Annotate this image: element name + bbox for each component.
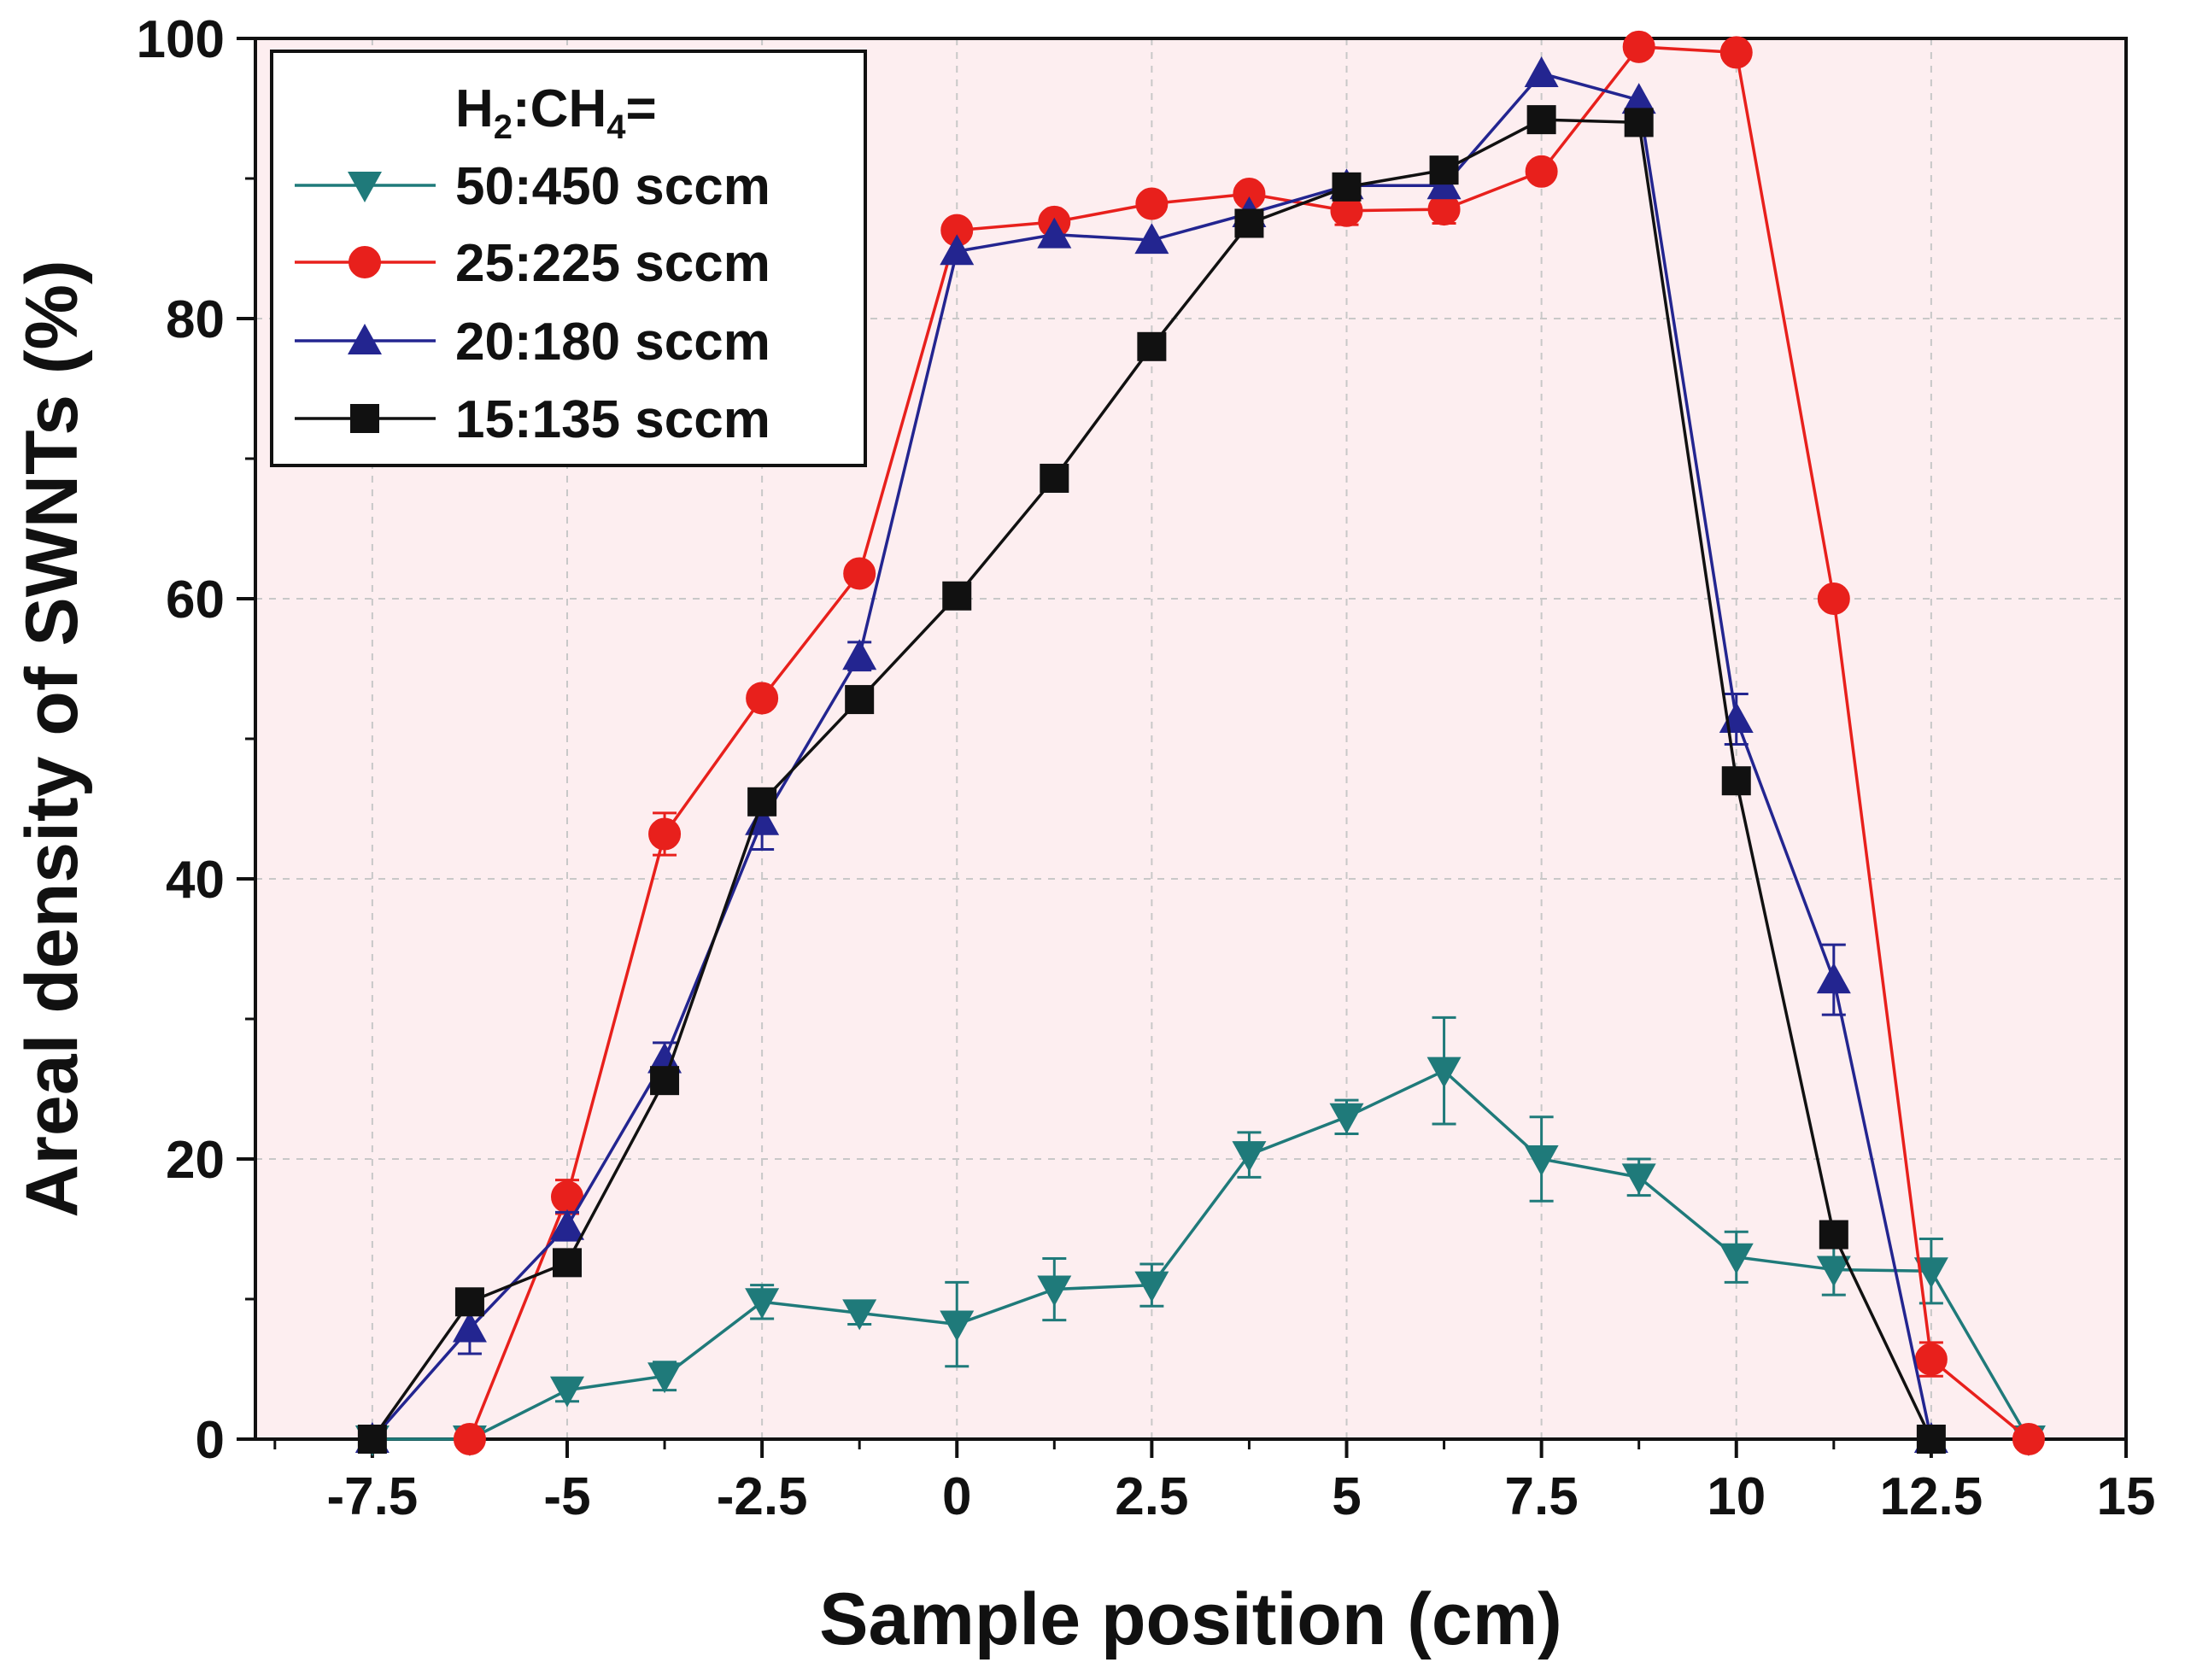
x-tick-label: 2.5 bbox=[1115, 1467, 1188, 1526]
legend-marker bbox=[348, 324, 382, 354]
legend-title-part: :CH bbox=[513, 79, 606, 138]
x-tick-label: 5 bbox=[1332, 1467, 1361, 1526]
legend-label: 15:135 sccm bbox=[455, 390, 770, 449]
legend-label: 25:225 sccm bbox=[455, 234, 770, 293]
y-tick-label: 0 bbox=[196, 1411, 225, 1470]
data-point bbox=[1819, 1220, 1848, 1250]
data-point bbox=[747, 787, 777, 817]
legend-entry-25-225-sccm: 25:225 sccm bbox=[295, 234, 770, 293]
data-point bbox=[842, 639, 877, 670]
x-axis-title: Sample position (cm) bbox=[819, 1578, 1562, 1660]
series-line bbox=[372, 1068, 2030, 1441]
data-point bbox=[842, 1299, 877, 1331]
legend-entry-15-135-sccm: 15:135 sccm bbox=[295, 390, 770, 449]
data-point bbox=[942, 581, 972, 611]
data-point bbox=[1916, 1425, 1946, 1454]
data-point bbox=[1037, 217, 1072, 249]
data-point bbox=[1622, 30, 1655, 63]
data-point bbox=[1234, 208, 1264, 238]
x-tick-label: 7.5 bbox=[1505, 1467, 1579, 1526]
y-tick-label: 20 bbox=[166, 1131, 225, 1190]
data-point bbox=[357, 1425, 387, 1454]
data-point bbox=[650, 1066, 680, 1096]
legend: H2:CH4= 50:450 sccm 25:225 sccm 20:180 sccm… bbox=[270, 50, 867, 467]
series-15-135-sccm bbox=[357, 105, 1946, 1454]
data-point bbox=[940, 1310, 975, 1342]
legend-marker bbox=[349, 246, 381, 278]
data-point bbox=[1426, 1057, 1462, 1088]
data-point bbox=[940, 234, 975, 266]
data-point bbox=[843, 557, 876, 590]
data-point bbox=[1524, 1145, 1559, 1176]
legend-label: 20:180 sccm bbox=[455, 313, 770, 372]
data-point bbox=[550, 1209, 584, 1240]
data-point bbox=[1137, 331, 1167, 361]
legend-marker bbox=[348, 172, 382, 202]
axes: -7.5 -5 -2.5 0 2.5 5 7.5 10 12.5 15 0 20 40 60 80 100 bbox=[137, 10, 2156, 1526]
x-tick-label: 12.5 bbox=[1880, 1467, 1983, 1526]
data-point bbox=[1719, 1243, 1754, 1274]
x-tick-label: -2.5 bbox=[717, 1467, 808, 1526]
legend-title-part: 4 bbox=[606, 108, 626, 146]
data-point bbox=[1719, 36, 1753, 69]
data-point bbox=[1134, 223, 1169, 255]
data-point bbox=[845, 685, 875, 715]
data-point bbox=[1134, 1271, 1169, 1302]
y-tick-label: 100 bbox=[137, 10, 225, 69]
data-point bbox=[647, 1362, 682, 1394]
y-tick-label: 80 bbox=[166, 290, 225, 349]
data-point bbox=[647, 1042, 682, 1074]
data-point bbox=[1817, 582, 1850, 615]
data-point bbox=[1526, 105, 1556, 135]
data-point bbox=[1721, 766, 1751, 796]
data-point bbox=[1914, 1343, 1948, 1376]
data-point bbox=[746, 682, 779, 715]
data-point bbox=[553, 1248, 582, 1278]
y-tick-label: 40 bbox=[166, 851, 225, 910]
data-point bbox=[1332, 172, 1362, 202]
y-tick-label: 60 bbox=[166, 571, 225, 629]
data-point bbox=[1913, 1257, 1948, 1289]
y-axis-title: Areal density of SWNTs (%) bbox=[11, 260, 93, 1217]
x-tick-label: -5 bbox=[543, 1467, 590, 1526]
legend-title-part: 2 bbox=[494, 108, 513, 146]
x-tick-label: 0 bbox=[942, 1467, 971, 1526]
data-point bbox=[452, 1311, 487, 1343]
data-point bbox=[1816, 1256, 1851, 1287]
data-point bbox=[1624, 108, 1654, 138]
data-point bbox=[1621, 83, 1656, 114]
data-point bbox=[453, 1423, 486, 1455]
data-point bbox=[745, 1288, 780, 1320]
legend-entry-20-180-sccm: 20:180 sccm bbox=[295, 313, 770, 372]
legend-marker bbox=[350, 404, 379, 433]
data-point bbox=[550, 1376, 584, 1408]
data-point bbox=[1429, 155, 1459, 185]
legend-title-part: H bbox=[455, 79, 494, 138]
data-point bbox=[1816, 963, 1851, 994]
data-point bbox=[2012, 1423, 2045, 1455]
legend-entry-50-450-sccm: 50:450 sccm bbox=[295, 157, 770, 216]
data-point bbox=[454, 1287, 484, 1317]
legend-label: 50:450 sccm bbox=[455, 157, 770, 216]
data-point bbox=[1135, 187, 1169, 220]
data-point bbox=[1525, 155, 1558, 188]
legend-title-part: = bbox=[625, 79, 656, 138]
data-point bbox=[1037, 1275, 1072, 1307]
x-tick-label: -7.5 bbox=[326, 1467, 418, 1526]
series-25-225-sccm bbox=[453, 30, 2045, 1455]
data-point bbox=[1621, 1163, 1656, 1195]
x-tick-label: 15 bbox=[2097, 1467, 2156, 1526]
x-tick-label: 10 bbox=[1707, 1467, 1766, 1526]
data-point bbox=[648, 817, 682, 851]
data-point bbox=[1232, 1141, 1267, 1173]
data-point bbox=[1329, 1103, 1364, 1134]
legend-title: H2:CH4= bbox=[455, 79, 657, 146]
data-point bbox=[1040, 463, 1069, 493]
data-point bbox=[1524, 56, 1559, 87]
series-layer bbox=[354, 30, 2046, 1456]
